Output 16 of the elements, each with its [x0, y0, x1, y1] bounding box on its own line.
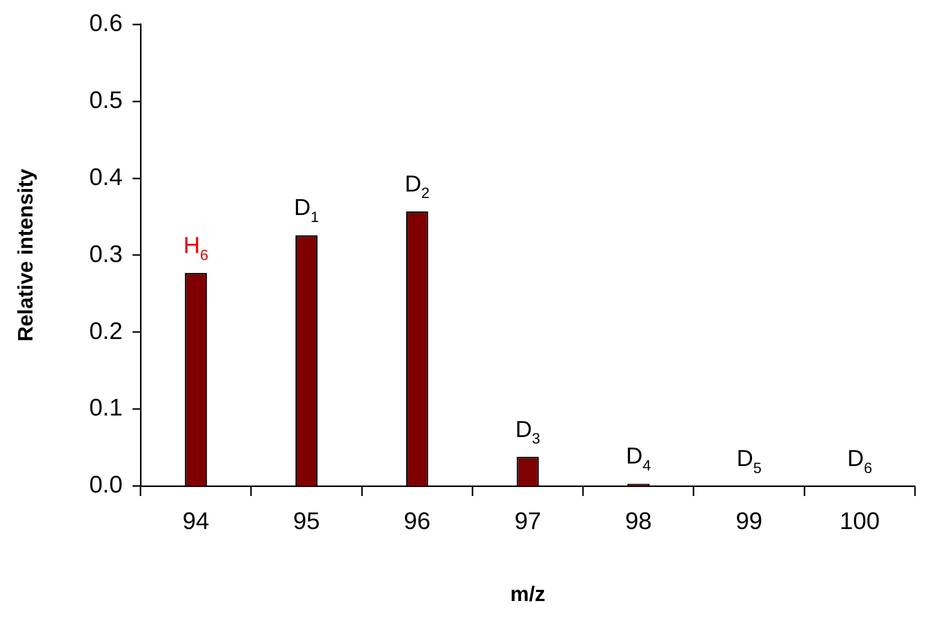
- y-axis-title: Relative intensity: [14, 168, 38, 342]
- y-tick-label: 0.3: [89, 240, 123, 268]
- y-tick-label: 0.6: [89, 10, 123, 38]
- y-tick-label: 0.1: [89, 394, 123, 422]
- x-tick-label: 99: [736, 508, 762, 536]
- x-tick-label: 96: [404, 508, 430, 536]
- x-tick-label: 97: [514, 508, 542, 536]
- x-axis-title: m/z: [510, 583, 546, 606]
- y-tick-label: 0.5: [89, 86, 123, 114]
- y-tick-label: 0.2: [89, 318, 123, 345]
- y-tick-label: 0.0: [89, 472, 123, 499]
- y-tick-label: 0.4: [89, 164, 123, 191]
- x-tick-label: 100: [840, 508, 880, 536]
- x-tick-label: 98: [625, 508, 652, 536]
- x-tick-label: 95: [293, 508, 320, 536]
- x-tick-label: 94: [182, 508, 210, 536]
